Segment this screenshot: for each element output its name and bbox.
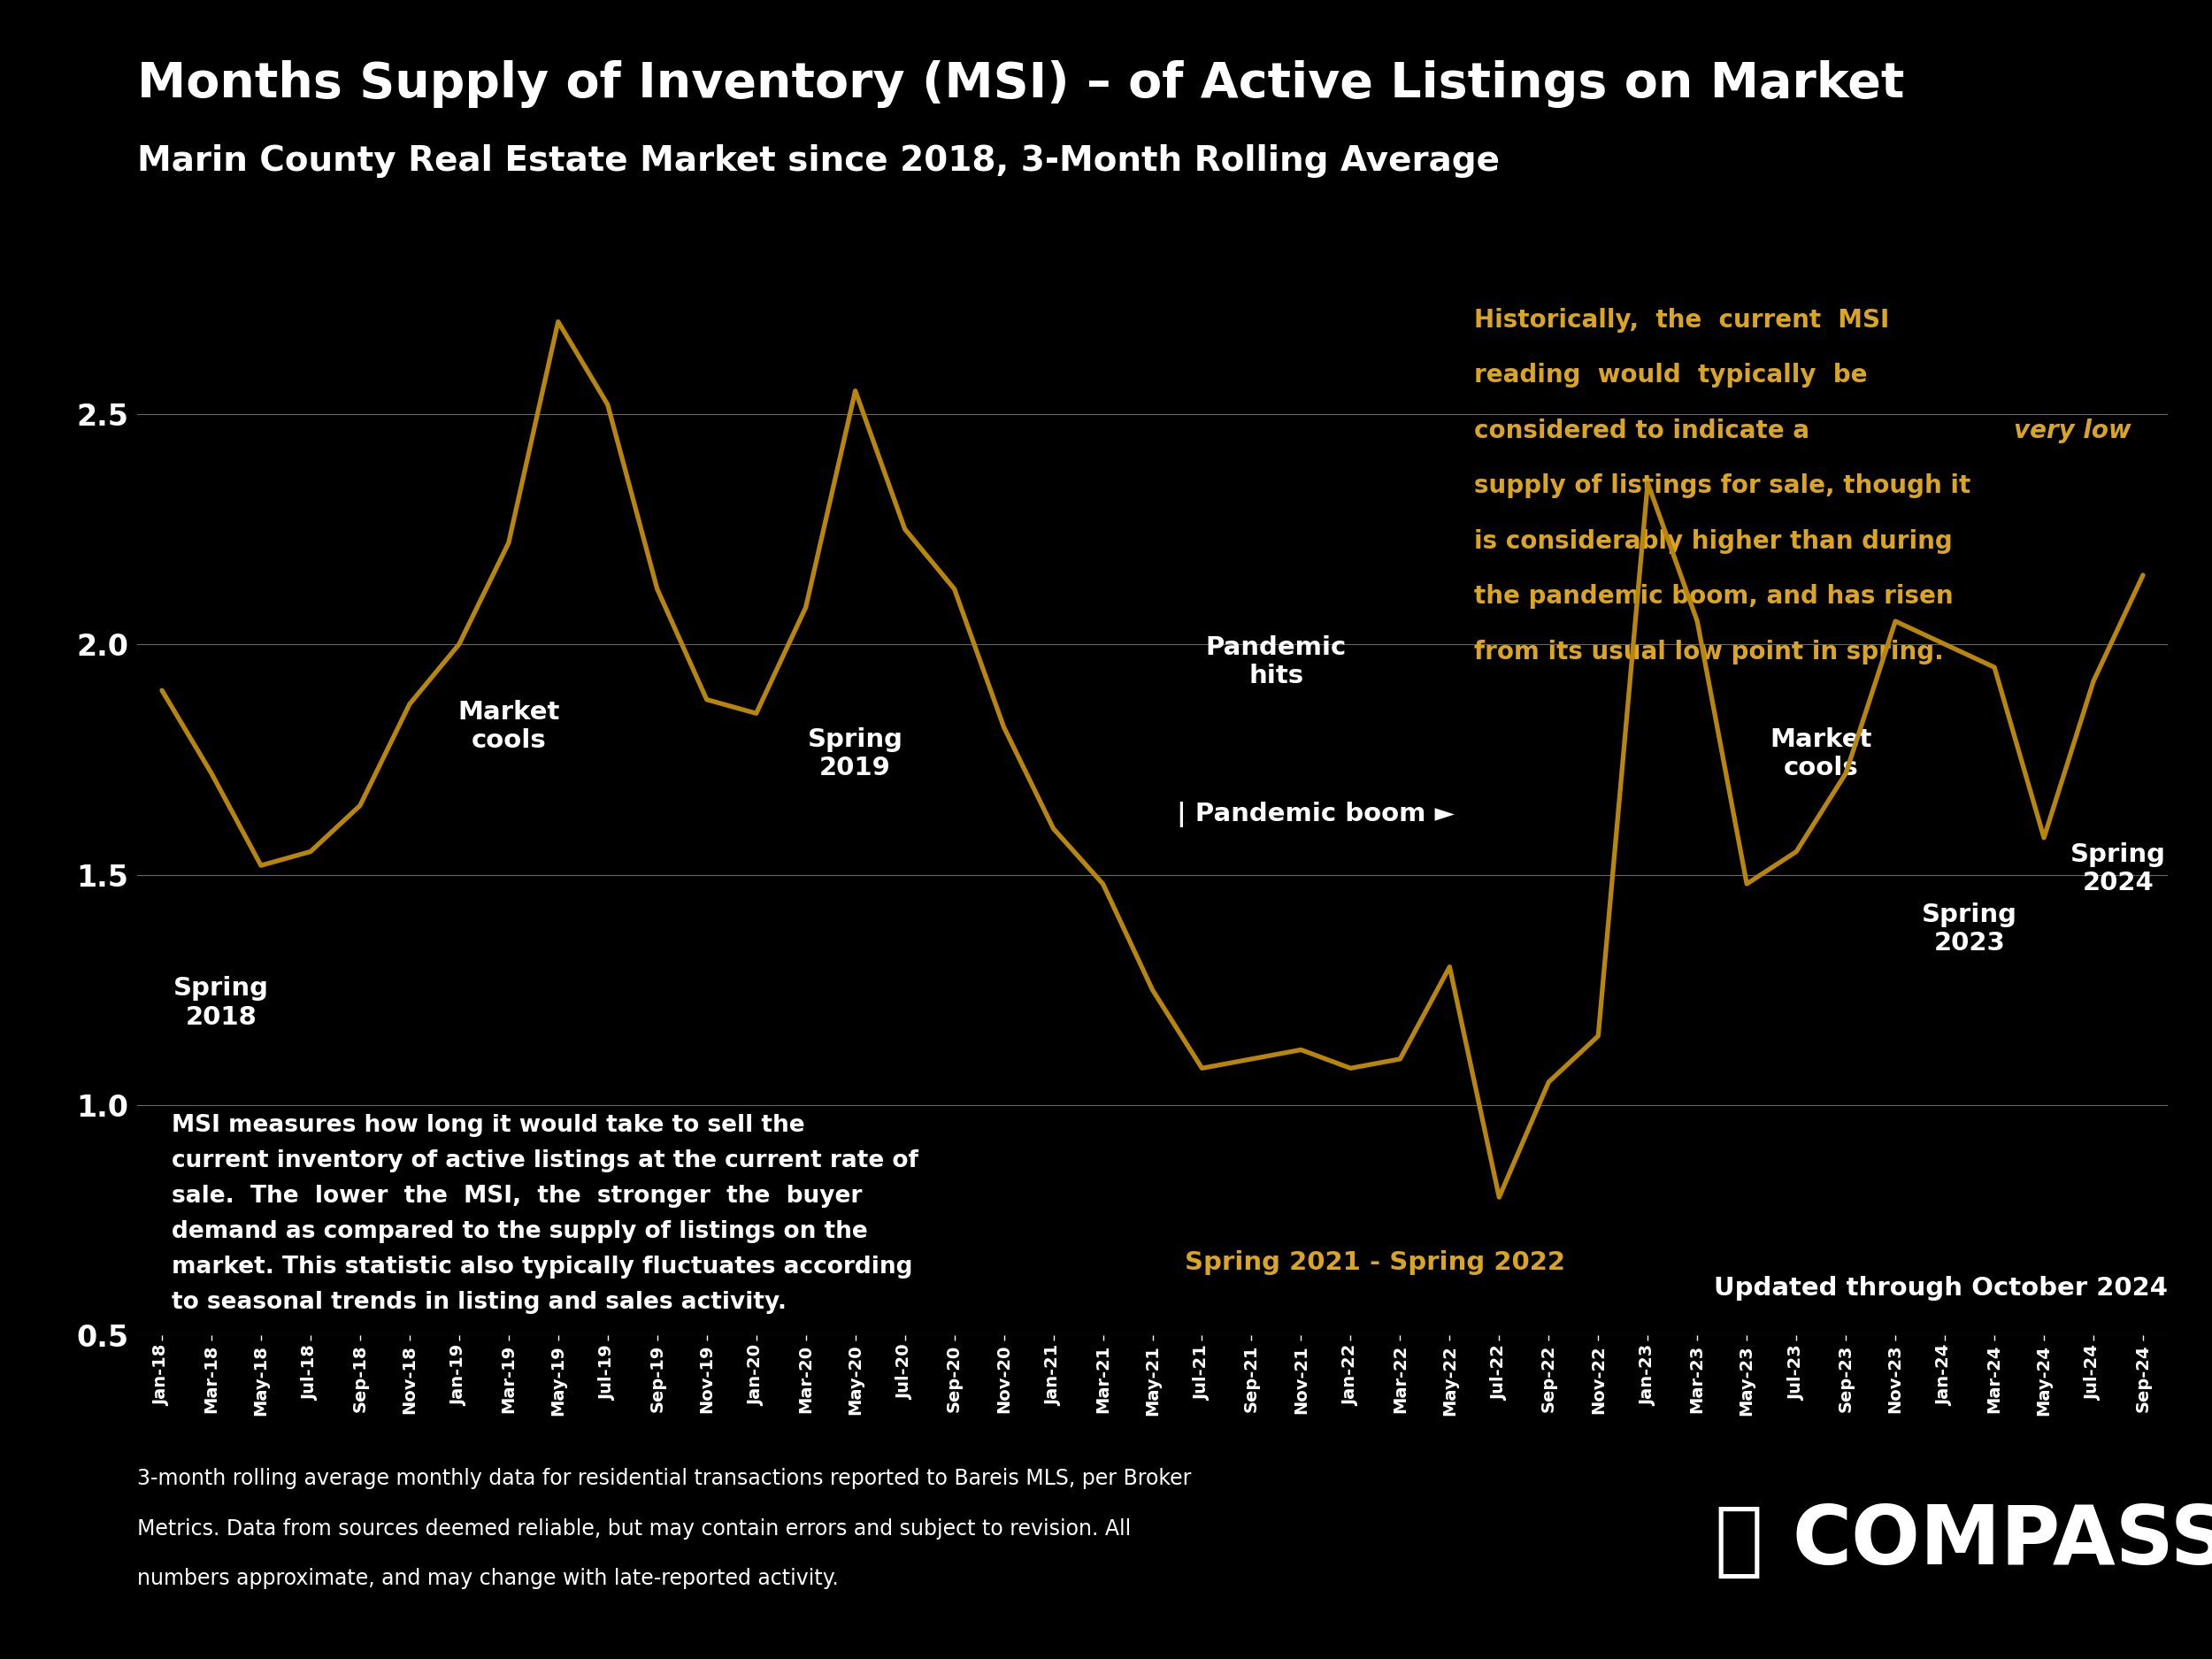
Text: considered to indicate a: considered to indicate a	[1475, 418, 1818, 443]
Text: Marin County Real Estate Market since 2018, 3-Month Rolling Average: Marin County Real Estate Market since 20…	[137, 144, 1500, 178]
Text: Updated through October 2024: Updated through October 2024	[1714, 1276, 2168, 1301]
Text: COMPASS: COMPASS	[1792, 1501, 2212, 1581]
Text: very low: very low	[2015, 418, 2132, 443]
Text: Spring
2023: Spring 2023	[1922, 902, 2017, 956]
Text: MSI measures how long it would take to sell the
current inventory of active list: MSI measures how long it would take to s…	[173, 1115, 918, 1314]
Text: the pandemic boom, and has risen: the pandemic boom, and has risen	[1475, 584, 1953, 609]
Text: numbers approximate, and may change with late-reported activity.: numbers approximate, and may change with…	[137, 1568, 838, 1589]
Text: Pandemic
hits: Pandemic hits	[1206, 635, 1347, 688]
Text: Market
cools: Market cools	[458, 700, 560, 753]
Text: Spring
2019: Spring 2019	[807, 727, 902, 781]
Text: from its usual low point in spring.: from its usual low point in spring.	[1475, 640, 1944, 664]
Text: | Pandemic boom ►: | Pandemic boom ►	[1177, 801, 1455, 828]
Text: Spring
2018: Spring 2018	[173, 975, 270, 1030]
Text: 3-month rolling average monthly data for residential transactions reported to Ba: 3-month rolling average monthly data for…	[137, 1468, 1192, 1490]
Text: supply of listings for sale, though it: supply of listings for sale, though it	[1475, 474, 1971, 498]
Text: Spring 2021 - Spring 2022: Spring 2021 - Spring 2022	[1186, 1251, 1566, 1276]
Text: Ⓢ: Ⓢ	[1714, 1501, 1763, 1581]
Text: Historically,  the  current  MSI: Historically, the current MSI	[1475, 309, 1889, 332]
Text: Months Supply of Inventory (MSI) – of Active Listings on Market: Months Supply of Inventory (MSI) – of Ac…	[137, 60, 1905, 108]
Text: reading  would  typically  be: reading would typically be	[1475, 363, 1867, 388]
Text: Metrics. Data from sources deemed reliable, but may contain errors and subject t: Metrics. Data from sources deemed reliab…	[137, 1518, 1130, 1540]
Text: Spring
2024: Spring 2024	[2070, 843, 2166, 896]
Text: Market
cools: Market cools	[1770, 727, 1871, 781]
Text: is considerably higher than during: is considerably higher than during	[1475, 529, 1953, 554]
